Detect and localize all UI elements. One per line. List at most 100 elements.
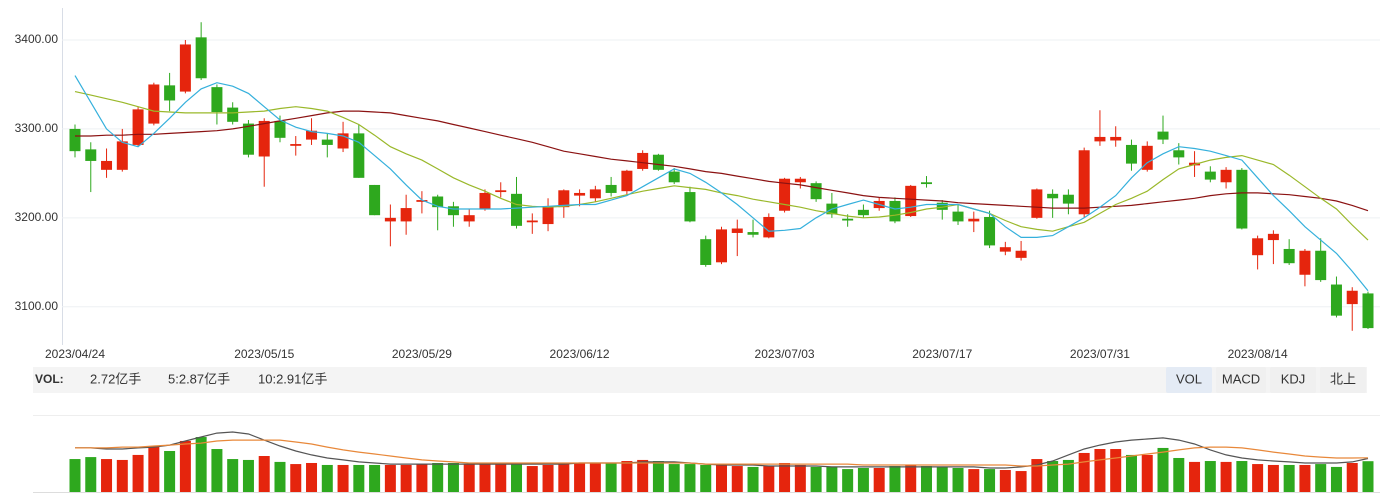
volume-bar [905, 464, 917, 492]
volume-bar [1110, 449, 1122, 492]
candle-body [574, 192, 586, 196]
candle-body [747, 232, 759, 235]
volume-bar [873, 468, 885, 492]
candle-body [763, 216, 775, 238]
candle-body [589, 189, 601, 199]
volume-bar [1189, 461, 1201, 492]
candle-body [637, 152, 649, 169]
volume-bar [526, 466, 538, 492]
tab-label[interactable]: KDJ [1281, 371, 1306, 386]
candle-body [463, 215, 475, 222]
volume-bar [447, 462, 459, 492]
tab-button[interactable] [1270, 367, 1316, 393]
candle-body [116, 141, 128, 170]
volume-bar [1236, 461, 1248, 492]
volume-bar [794, 464, 806, 492]
candle-body [242, 123, 254, 155]
candle-body [1173, 150, 1185, 158]
ma-line [75, 439, 1369, 467]
candle-body [1330, 284, 1342, 316]
legend-entry: 10:2.91亿手 [258, 371, 327, 386]
volume-bar [337, 464, 349, 492]
volume-bar [511, 462, 523, 492]
ma-line [74, 75, 1369, 292]
volume-bar [621, 461, 633, 492]
volume-bar [384, 464, 396, 492]
volume-bar [842, 469, 854, 492]
candle-body [1283, 248, 1295, 264]
candle-body [621, 170, 633, 192]
volume-bar [1204, 461, 1216, 492]
candle-body [668, 171, 680, 183]
candle-body [1346, 290, 1358, 305]
candle-body [495, 190, 507, 193]
x-tick-label: 2023/05/29 [392, 347, 452, 361]
candle-body [652, 154, 664, 170]
candle-body [384, 217, 396, 222]
candle-body [148, 84, 160, 124]
tab-button[interactable] [1320, 367, 1366, 393]
candle-body [1315, 250, 1327, 281]
candle-body [889, 200, 901, 222]
candle-body [1267, 233, 1279, 241]
volume-bar [1346, 462, 1358, 492]
candle-body [227, 107, 239, 122]
candle-body [353, 133, 365, 178]
x-tick-label: 2023/07/03 [755, 347, 815, 361]
candle-body [842, 218, 854, 221]
volume-bar [85, 457, 97, 492]
x-tick-label: 2023/06/12 [550, 347, 610, 361]
volume-bar [1141, 454, 1153, 492]
volume-bar [479, 464, 491, 492]
volume-bar [1252, 464, 1264, 492]
candle-body [1157, 131, 1169, 140]
candle-body [369, 184, 381, 216]
candle-body [211, 87, 223, 113]
candle-body [700, 239, 712, 265]
candle-body [1204, 171, 1216, 180]
volume-bar [952, 468, 964, 492]
volume-bar [1015, 471, 1027, 492]
x-tick-label: 2023/05/15 [234, 347, 294, 361]
candle-body [321, 139, 333, 145]
legend-bar [33, 367, 1367, 393]
tab-label[interactable]: 北上 [1330, 371, 1356, 386]
candle-body [1362, 293, 1374, 329]
volume-bar [920, 466, 932, 492]
y-tick-label: 3400.00 [15, 32, 59, 46]
volume-bar [999, 469, 1011, 492]
y-tick-label: 3100.00 [15, 299, 59, 313]
volume-bar [668, 464, 680, 492]
x-tick-label: 2023/07/17 [912, 347, 972, 361]
volume-bar [195, 437, 207, 492]
volume-bar [369, 464, 381, 492]
volume-bar [826, 466, 838, 492]
volume-bar [857, 468, 869, 492]
candle-body [85, 149, 97, 161]
candle-body [1047, 193, 1059, 199]
volume-bar [574, 462, 586, 492]
y-tick-label: 3300.00 [15, 121, 59, 135]
volume-bar [164, 450, 176, 492]
volume-label: VOL: [35, 372, 64, 386]
tab-button[interactable] [1166, 367, 1212, 393]
volume-bar [542, 464, 554, 492]
candle-body [1031, 189, 1043, 218]
candle-body [1015, 250, 1027, 258]
candle-body [258, 120, 270, 157]
tab-label[interactable]: VOL [1176, 371, 1202, 386]
candle-body [1141, 145, 1153, 170]
volume-bar [558, 464, 570, 492]
volume-bar [700, 464, 712, 492]
volume-bar [400, 464, 412, 492]
candle-body [479, 192, 491, 209]
volume-bar [211, 449, 223, 492]
tab-label[interactable]: MACD [1222, 371, 1260, 386]
candle-body [968, 218, 980, 222]
volume-bar [936, 466, 948, 492]
volume-bar [637, 459, 649, 492]
volume-bar [463, 464, 475, 492]
volume-bar [810, 466, 822, 492]
volume-bar [1362, 461, 1374, 492]
tab-button[interactable] [1216, 367, 1266, 393]
